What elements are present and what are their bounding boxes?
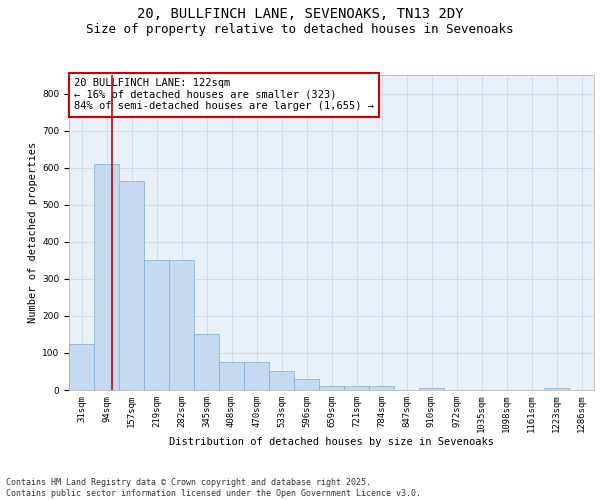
Bar xyxy=(544,388,569,390)
Text: Contains HM Land Registry data © Crown copyright and database right 2025.
Contai: Contains HM Land Registry data © Crown c… xyxy=(6,478,421,498)
Bar xyxy=(419,388,444,390)
Text: 20 BULLFINCH LANE: 122sqm
← 16% of detached houses are smaller (323)
84% of semi: 20 BULLFINCH LANE: 122sqm ← 16% of detac… xyxy=(74,78,374,112)
Bar xyxy=(219,362,244,390)
Bar xyxy=(294,379,319,390)
X-axis label: Distribution of detached houses by size in Sevenoaks: Distribution of detached houses by size … xyxy=(169,436,494,446)
Bar xyxy=(94,164,119,390)
Bar xyxy=(244,362,269,390)
Bar xyxy=(169,260,194,390)
Bar xyxy=(269,372,294,390)
Text: Size of property relative to detached houses in Sevenoaks: Size of property relative to detached ho… xyxy=(86,22,514,36)
Bar xyxy=(344,386,369,390)
Bar xyxy=(369,386,394,390)
Bar xyxy=(144,260,169,390)
Y-axis label: Number of detached properties: Number of detached properties xyxy=(28,142,38,323)
Text: 20, BULLFINCH LANE, SEVENOAKS, TN13 2DY: 20, BULLFINCH LANE, SEVENOAKS, TN13 2DY xyxy=(137,8,463,22)
Bar xyxy=(69,344,94,390)
Bar xyxy=(319,386,344,390)
Bar xyxy=(194,334,219,390)
Bar xyxy=(119,180,144,390)
